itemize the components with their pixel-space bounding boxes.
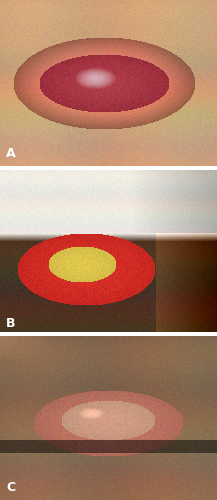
Text: B: B: [6, 317, 15, 330]
Text: C: C: [6, 481, 15, 494]
Text: A: A: [6, 147, 16, 160]
